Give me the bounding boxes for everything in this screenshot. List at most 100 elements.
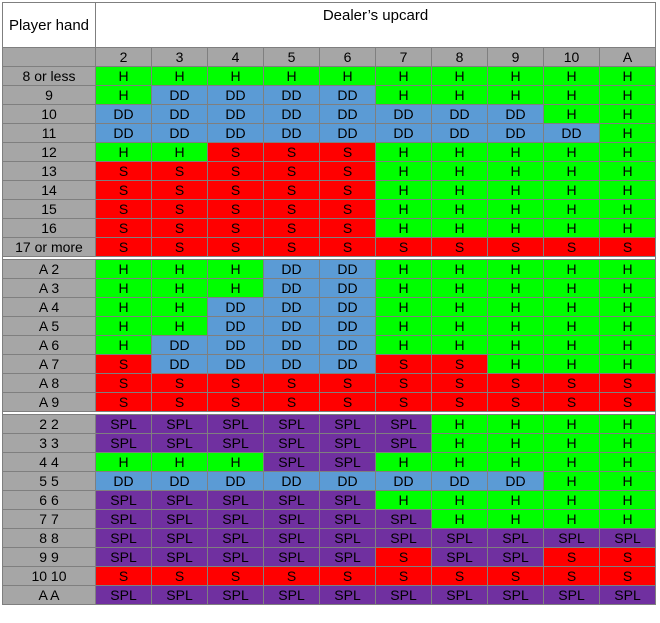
upcard-row: 2 3 4 5 6 7 8 9 10 A	[2, 47, 656, 67]
action-cell: H	[599, 199, 656, 219]
action-cell: SPL	[95, 414, 152, 434]
action-cell: H	[543, 180, 600, 200]
action-cell: H	[95, 335, 152, 355]
action-cell: H	[599, 414, 656, 434]
action-cell: S	[263, 373, 320, 393]
table-row: 8 or less H H H H H H H H H H	[2, 66, 656, 86]
action-cell: H	[375, 335, 432, 355]
action-cell: H	[375, 278, 432, 298]
action-cell: H	[543, 259, 600, 279]
action-cell: SPL	[151, 585, 208, 605]
action-cell: SPL	[263, 452, 320, 472]
action-cell: H	[543, 66, 600, 86]
action-cell: SPL	[263, 433, 320, 453]
action-cell: DD	[263, 335, 320, 355]
action-cell: H	[151, 66, 208, 86]
upcard-cell: 4	[207, 47, 264, 67]
action-cell: DD	[263, 297, 320, 317]
action-cell: S	[95, 373, 152, 393]
action-cell: DD	[151, 354, 208, 374]
action-cell: H	[375, 142, 432, 162]
action-cell: SPL	[319, 528, 376, 548]
action-cell: H	[431, 218, 488, 238]
action-cell: H	[431, 142, 488, 162]
action-cell: H	[375, 199, 432, 219]
action-cell: DD	[431, 104, 488, 124]
action-cell: H	[487, 199, 544, 219]
action-cell: H	[487, 278, 544, 298]
action-cell: S	[95, 237, 152, 257]
action-cell: S	[599, 373, 656, 393]
action-cell: DD	[375, 104, 432, 124]
action-cell: S	[263, 237, 320, 257]
player-hand-label: 8 8	[2, 528, 96, 548]
action-cell: DD	[319, 259, 376, 279]
action-cell: SPL	[95, 490, 152, 510]
player-hand-label: 2 2	[2, 414, 96, 434]
action-cell: SPL	[95, 585, 152, 605]
table-row: A A SPL SPL SPL SPL SPL SPL SPL SPL SPL SPL	[2, 585, 656, 605]
action-cell: S	[207, 161, 264, 181]
action-cell: H	[431, 180, 488, 200]
player-hand-label: 7 7	[2, 509, 96, 529]
player-hand-label: A A	[2, 585, 96, 605]
action-cell: S	[151, 180, 208, 200]
action-cell: DD	[543, 123, 600, 143]
action-cell: S	[431, 237, 488, 257]
action-cell: SPL	[319, 414, 376, 434]
action-cell: SPL	[207, 528, 264, 548]
action-cell: S	[599, 547, 656, 567]
action-cell: DD	[151, 335, 208, 355]
action-cell: SPL	[263, 509, 320, 529]
action-cell: DD	[375, 471, 432, 491]
action-cell: SPL	[487, 585, 544, 605]
player-hand-label: 3 3	[2, 433, 96, 453]
action-cell: H	[207, 452, 264, 472]
table-row: 10 DD DD DD DD DD DD DD DD H H	[2, 104, 656, 124]
action-cell: DD	[95, 123, 152, 143]
action-cell: SPL	[151, 490, 208, 510]
action-cell: SPL	[599, 528, 656, 548]
action-cell: SPL	[375, 433, 432, 453]
action-cell: H	[543, 142, 600, 162]
player-hand-label: A 9	[2, 392, 96, 412]
action-cell: S	[375, 547, 432, 567]
action-cell: H	[431, 199, 488, 219]
action-cell: H	[543, 85, 600, 105]
action-cell: H	[375, 316, 432, 336]
upcard-cell: 3	[151, 47, 208, 67]
action-cell: S	[375, 392, 432, 412]
upcard-cell: 7	[375, 47, 432, 67]
action-cell: H	[431, 259, 488, 279]
upcard-cell: 10	[543, 47, 600, 67]
player-hand-label: A 8	[2, 373, 96, 393]
action-cell: DD	[319, 123, 376, 143]
action-cell: DD	[431, 123, 488, 143]
action-cell: H	[599, 161, 656, 181]
action-cell: H	[487, 161, 544, 181]
upcard-cell: 8	[431, 47, 488, 67]
action-cell: S	[207, 142, 264, 162]
action-cell: H	[151, 297, 208, 317]
action-cell: H	[95, 297, 152, 317]
action-cell: H	[207, 66, 264, 86]
table-row: 14 S S S S S H H H H H	[2, 180, 656, 200]
upcard-cell: 6	[319, 47, 376, 67]
action-cell: H	[543, 509, 600, 529]
action-cell: H	[599, 509, 656, 529]
action-cell: H	[375, 452, 432, 472]
action-cell: H	[487, 316, 544, 336]
action-cell: H	[487, 490, 544, 510]
action-cell: SPL	[95, 433, 152, 453]
action-cell: DD	[207, 123, 264, 143]
action-cell: S	[207, 566, 264, 586]
action-cell: H	[599, 218, 656, 238]
action-cell: H	[487, 452, 544, 472]
table-row: A 6 H DD DD DD DD H H H H H	[2, 335, 656, 355]
action-cell: DD	[95, 471, 152, 491]
player-hand-label: A 4	[2, 297, 96, 317]
action-cell: SPL	[151, 433, 208, 453]
action-cell: DD	[263, 471, 320, 491]
